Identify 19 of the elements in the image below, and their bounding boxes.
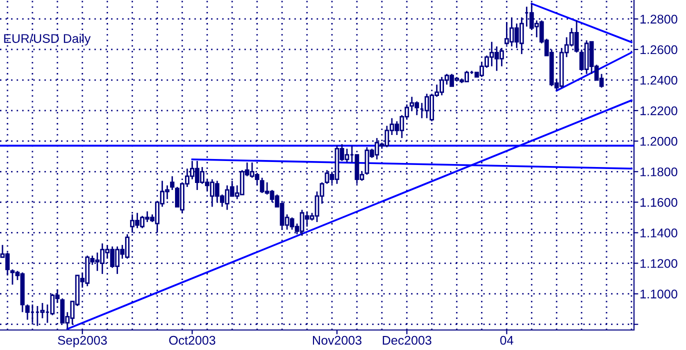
y-tick-label: 1.1800 [640, 167, 678, 176]
x-tick-label: Nov2003 [312, 336, 362, 345]
y-tick-label: 1.1600 [640, 198, 678, 207]
y-tick-label: 1.1200 [640, 259, 678, 268]
x-tick-label: Oct2003 [169, 336, 216, 345]
candlestick [170, 176, 174, 191]
y-tick-label: 1.2800 [640, 14, 678, 24]
candlestick [40, 302, 45, 319]
x-tick-label: 04 [500, 336, 514, 345]
y-tick-label: 1.1400 [640, 228, 678, 238]
y-tick-label: 1.2400 [640, 76, 678, 85]
x-tick-label: Dec2003 [382, 336, 432, 345]
y-tick-label: 1.1000 [640, 290, 678, 298]
candlestick [25, 304, 30, 320]
y-tick-label: 1.2600 [640, 45, 678, 54]
y-tick-label: 1.2000 [640, 136, 678, 146]
text: EUR/USD Daily [4, 34, 91, 46]
x-tick-label: Sep2003 [58, 336, 107, 348]
y-tick-label: 1.2200 [640, 106, 678, 116]
